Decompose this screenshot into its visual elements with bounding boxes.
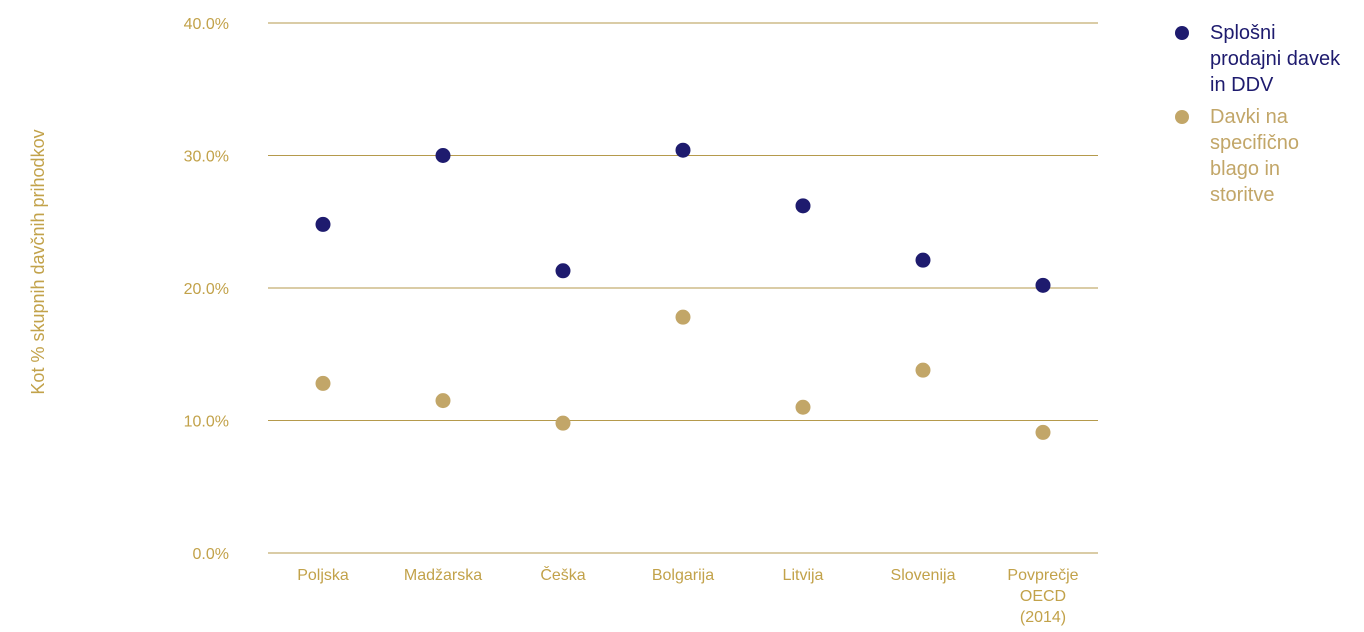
x-tick-label: OECD (1020, 588, 1066, 605)
data-point-series-2 (1035, 424, 1051, 440)
data-point-series-1 (555, 263, 571, 279)
data-point-series-1 (1035, 277, 1051, 293)
x-tick-label: Madžarska (404, 567, 482, 584)
y-tick-label: 30.0% (184, 149, 229, 166)
data-point-series-1 (915, 252, 931, 268)
data-point-series-2 (555, 415, 571, 431)
legend: Splošni prodajni davek in DDV Davki na spec… (1172, 20, 1362, 214)
data-point-series-1 (675, 142, 691, 158)
legend-item-series-1: Splošni prodajni davek in DDV (1172, 20, 1362, 98)
x-tick-label: Poljska (297, 567, 349, 584)
x-tick-label: Bolgarija (652, 567, 714, 584)
x-tick-label: Povprečje (1007, 567, 1078, 584)
y-tick-label: 0.0% (193, 546, 229, 563)
y-axis-title: Kot % skupnih davčnih prihodkov (28, 129, 48, 394)
x-tick-label: (2014) (1020, 609, 1066, 626)
legend-marker-series-1 (1175, 26, 1189, 40)
y-tick-label: 40.0% (184, 16, 229, 33)
data-point-series-2 (915, 362, 931, 378)
data-point-series-1 (795, 198, 811, 214)
data-point-series-2 (435, 393, 451, 409)
x-tick-label: Slovenija (891, 567, 956, 584)
data-point-series-2 (795, 399, 811, 415)
data-point-series-1 (435, 148, 451, 163)
legend-label-series-2: Davki na specifično blago in storitve (1210, 106, 1299, 206)
legend-item-series-2: Davki na specifično blago in storitve (1172, 104, 1362, 208)
y-tick-label: 20.0% (184, 281, 229, 298)
x-tick-label: Litvija (783, 567, 824, 584)
data-point-series-1 (315, 216, 331, 232)
legend-marker-series-2 (1175, 110, 1189, 124)
data-point-series-2 (315, 375, 331, 391)
data-point-series-2 (675, 309, 691, 325)
x-tick-label: Češka (540, 565, 585, 584)
y-tick-label: 10.0% (184, 414, 229, 431)
legend-label-series-1: Splošni prodajni davek in DDV (1210, 22, 1341, 96)
